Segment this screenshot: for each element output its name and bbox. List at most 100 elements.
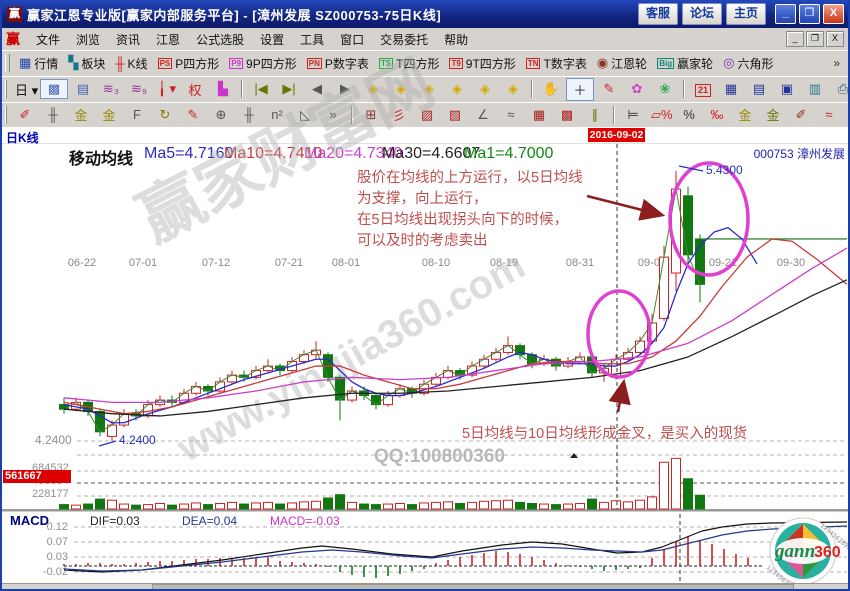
tb-9t-square[interactable]: T9 9T四方形 (444, 54, 520, 73)
line-draw-tool[interactable]: ✎ (603, 81, 615, 96)
fan-box-tool[interactable]: ▨ (420, 106, 434, 122)
grid-tool-a[interactable]: ▦ (532, 106, 546, 122)
toolbar-grip[interactable] (5, 54, 10, 72)
period-selector[interactable]: 日 ▾ (15, 82, 39, 98)
tb-quotes[interactable]: ▦ 行情 (14, 54, 63, 73)
mdi-restore-button[interactable]: ❐ (806, 31, 824, 47)
menu-item-browse[interactable]: 浏览 (76, 32, 101, 47)
zoom-full[interactable]: ◈ (480, 81, 490, 96)
zoom-expand[interactable]: ◈ (424, 81, 434, 96)
app-icon: 赢 (7, 6, 22, 22)
percent-box-tool[interactable]: ▱% (651, 106, 673, 122)
tb-9p-square[interactable]: P9 9P四方形 (224, 54, 301, 73)
circle-ruler-tool[interactable]: ⊕ (215, 106, 227, 122)
nav-next[interactable]: ▶ (340, 81, 350, 96)
window-close-button[interactable]: X (823, 4, 844, 24)
zoom-right[interactable]: ◈ (396, 81, 406, 96)
line-box-tool[interactable]: ▧ (448, 106, 462, 122)
gold-circle-tool[interactable]: 金 (738, 108, 752, 123)
info-panel[interactable]: ▤ (76, 81, 90, 96)
titlebar-button-service[interactable]: 客服 (637, 3, 678, 25)
nav-first[interactable]: |◀ (254, 81, 268, 96)
menu-item-trade[interactable]: 交易委托 (380, 32, 429, 47)
gold-line-tool[interactable]: 金 (766, 108, 780, 123)
menu-item-help[interactable]: 帮助 (444, 32, 469, 47)
toolbar-grip[interactable] (5, 80, 7, 98)
window-maximize-button[interactable]: ❐ (799, 4, 820, 24)
wave-line-tool[interactable]: ≈ (825, 107, 833, 122)
menu-item-tools[interactable]: 工具 (300, 32, 325, 47)
window-bottom-border (2, 589, 848, 591)
toolbar-overflow-chevron[interactable]: » (833, 56, 840, 70)
menu-item-gann[interactable]: 江恩 (156, 32, 181, 47)
calendar-tool[interactable]: 21 (690, 80, 716, 98)
pen-ruler-tool[interactable]: ✎ (187, 106, 199, 122)
tick-ruler-tool[interactable]: ╫ (244, 107, 254, 122)
save-tool[interactable]: ▣ (780, 81, 794, 96)
tb-t-square[interactable]: TS T四方形 (374, 54, 445, 73)
tb-kline[interactable]: ╫ K线 (110, 54, 152, 73)
tb-winner-wheel[interactable]: Big 赢家轮 (652, 54, 718, 73)
permille-tool[interactable]: ‰ (710, 107, 724, 122)
wave-draw-tool[interactable]: ❀ (659, 81, 671, 96)
nav-prev[interactable]: ◀ (312, 81, 322, 96)
zoom-vertical[interactable]: ◈ (508, 81, 518, 96)
gold-box-tool[interactable]: 金 (844, 104, 848, 125)
zoom-compress[interactable]: ◈ (452, 81, 462, 96)
menu-item-file[interactable]: 文件 (36, 32, 61, 47)
gann-draw-tool[interactable]: ✿ (631, 81, 643, 96)
f-grid-tool[interactable]: F (133, 107, 141, 122)
scale-tool[interactable]: ⊨ (627, 106, 639, 122)
wave-9[interactable]: ≋₉ (130, 81, 148, 96)
chart-window[interactable]: ▩ (40, 79, 68, 99)
menu-item-formula-pick[interactable]: 公式选股 (196, 32, 245, 47)
mdi-close-button[interactable]: X (826, 31, 844, 47)
tb-sectors[interactable]: ▚ 板块 (63, 54, 110, 73)
window-minimize-button[interactable]: _ (775, 4, 796, 24)
date-tick-label: 08-01 (331, 257, 361, 269)
candle-style[interactable]: ╽ ▾ (158, 81, 176, 96)
tb-hexagon[interactable]: ◎ 六角形 (718, 54, 778, 73)
gold-grid-2[interactable]: 金 (102, 108, 116, 123)
calculator-tool[interactable]: ▦ (724, 81, 738, 96)
fan-tool[interactable]: 彡 (392, 108, 406, 123)
n2-ruler-tool[interactable]: n² (271, 107, 283, 122)
kline-chart[interactable] (2, 143, 848, 583)
hand-tool[interactable]: ✋ (542, 81, 560, 96)
tb-gann-wheel[interactable]: ◉ 江恩轮 (592, 54, 652, 73)
brush-tool-2[interactable]: ✐ (795, 106, 807, 122)
percent-tool[interactable]: % (683, 107, 695, 122)
crosshair-tool[interactable]: ＋ (566, 77, 594, 101)
color-chart[interactable]: ▙ (218, 81, 228, 96)
print-tool[interactable]: ⎙ (837, 81, 849, 96)
zigzag-tool[interactable]: ≈ (507, 107, 515, 122)
spiral-tool[interactable]: ↻ (159, 106, 171, 122)
gold-grid-1[interactable]: 金 (74, 108, 88, 123)
tb-9p-square-icon: P9 (229, 57, 244, 69)
ray-tool[interactable]: ∠ (477, 106, 489, 122)
zoom-left[interactable]: ◈ (368, 81, 378, 96)
menu-item-settings[interactable]: 设置 (260, 32, 285, 47)
tb-p-table[interactable]: PN P数字表 (302, 54, 374, 73)
tb-p-square[interactable]: PS P四方形 (153, 54, 225, 73)
mdi-minimize-button[interactable]: _ (786, 31, 804, 47)
nav-last[interactable]: ▶| (282, 81, 296, 96)
toolbar-grip[interactable] (5, 105, 7, 124)
menu-item-window[interactable]: 窗口 (340, 32, 365, 47)
ruler-tool[interactable]: ╫ (48, 107, 58, 122)
tb-t-table[interactable]: TN T数字表 (521, 54, 592, 73)
ma20-label: Ma20=4.7340 (304, 145, 403, 162)
wave-3[interactable]: ≋₃ (102, 81, 120, 96)
brush-tool[interactable]: ✐ (19, 106, 31, 122)
grid-tool-b[interactable]: ▩ (560, 106, 574, 122)
titlebar-button-forum[interactable]: 论坛 (681, 3, 722, 25)
angle-ruler-tool[interactable]: ◺ (300, 106, 310, 122)
box-tool[interactable]: ⊞ (365, 106, 377, 122)
notes-tool[interactable]: ▤ (752, 81, 766, 96)
more-draw-tools[interactable]: » (329, 107, 337, 122)
export-image-tool[interactable]: ▥ (808, 81, 822, 96)
parallel-tool[interactable]: ∥ (591, 106, 599, 122)
rights-adjust[interactable]: 权 (188, 82, 202, 98)
titlebar-button-home[interactable]: 主页 (725, 3, 766, 25)
menu-item-news[interactable]: 资讯 (116, 32, 141, 47)
